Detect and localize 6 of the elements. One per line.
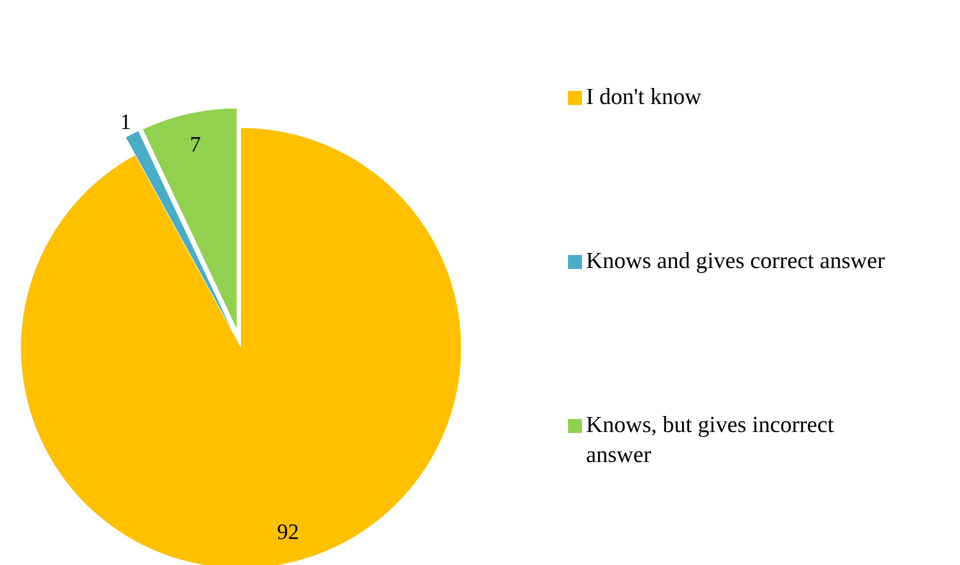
legend-label: Knows, but gives incorrect answer [586, 411, 835, 469]
data-label: 1 [120, 109, 132, 134]
data-label: 7 [190, 131, 201, 156]
legend-label: Knows and gives correct answer [586, 247, 885, 275]
data-label: 92 [277, 518, 300, 544]
legend-label: I don't know [586, 83, 702, 111]
